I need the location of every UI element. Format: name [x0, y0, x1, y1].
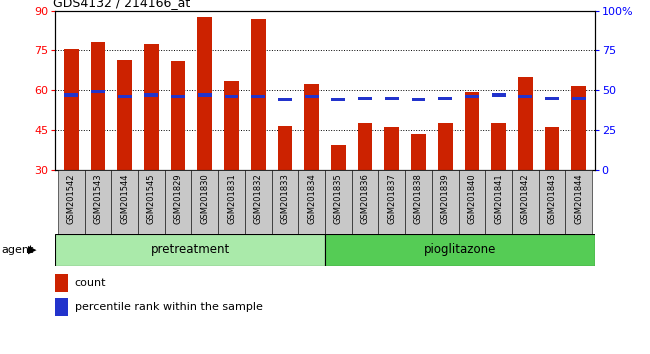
Bar [358, 97, 372, 100]
Bar [55, 234, 325, 266]
Bar [352, 170, 378, 234]
Bar [572, 97, 586, 100]
Bar [539, 170, 566, 234]
Bar [144, 93, 159, 97]
Bar [518, 77, 532, 170]
Bar [224, 81, 239, 170]
Bar [331, 145, 346, 170]
Bar [438, 124, 452, 170]
Bar [332, 98, 345, 101]
Text: GSM201542: GSM201542 [67, 173, 76, 224]
Bar [486, 170, 512, 234]
Text: GSM201830: GSM201830 [200, 173, 209, 224]
Text: GSM201839: GSM201839 [441, 173, 450, 224]
Bar [411, 98, 426, 101]
Bar [545, 97, 559, 100]
Bar [358, 124, 372, 170]
Bar [64, 49, 79, 170]
Bar [432, 170, 458, 234]
Text: GDS4132 / 214166_at: GDS4132 / 214166_at [53, 0, 190, 10]
Bar [458, 170, 486, 234]
Bar [325, 234, 595, 266]
Bar [144, 44, 159, 170]
Bar [198, 17, 212, 170]
Bar [224, 95, 239, 98]
Bar [58, 170, 84, 234]
Bar [512, 170, 539, 234]
Bar [566, 170, 592, 234]
Bar [118, 60, 132, 170]
Bar [438, 97, 452, 100]
Bar [55, 298, 68, 316]
Text: pioglitazone: pioglitazone [424, 243, 496, 256]
Bar [272, 170, 298, 234]
Bar [218, 170, 245, 234]
Bar [384, 127, 399, 170]
Bar [491, 124, 506, 170]
Text: GSM201842: GSM201842 [521, 173, 530, 224]
Bar [304, 84, 319, 170]
Bar [252, 95, 265, 98]
Bar [405, 170, 432, 234]
Text: GSM201831: GSM201831 [227, 173, 236, 224]
Bar [251, 19, 266, 170]
Bar [545, 127, 560, 170]
Text: GSM201841: GSM201841 [494, 173, 503, 224]
Text: GSM201840: GSM201840 [467, 173, 476, 224]
Bar [111, 170, 138, 234]
Text: GSM201837: GSM201837 [387, 173, 396, 224]
Text: GSM201838: GSM201838 [414, 173, 423, 224]
Text: GSM201544: GSM201544 [120, 173, 129, 224]
Text: ▶: ▶ [28, 245, 36, 255]
Bar [385, 97, 398, 100]
Bar [465, 92, 479, 170]
Bar [411, 134, 426, 170]
Bar [84, 170, 111, 234]
Text: GSM201832: GSM201832 [254, 173, 263, 224]
Bar [298, 170, 325, 234]
Bar [90, 42, 105, 170]
Text: GSM201844: GSM201844 [574, 173, 583, 224]
Text: GSM201833: GSM201833 [280, 173, 289, 224]
Text: agent: agent [1, 245, 34, 255]
Bar [55, 274, 68, 292]
Bar [138, 170, 164, 234]
Text: count: count [75, 278, 106, 288]
Bar [491, 93, 506, 97]
Text: GSM201835: GSM201835 [334, 173, 343, 224]
Bar [278, 98, 292, 101]
Text: percentile rank within the sample: percentile rank within the sample [75, 302, 263, 312]
Bar [518, 95, 532, 98]
Bar [118, 95, 132, 98]
Bar [571, 86, 586, 170]
Bar [465, 95, 479, 98]
Bar [245, 170, 272, 234]
Bar [171, 61, 185, 170]
Text: GSM201843: GSM201843 [547, 173, 556, 224]
Bar [171, 95, 185, 98]
Bar [378, 170, 405, 234]
Bar [305, 95, 318, 98]
Bar [64, 93, 78, 97]
Bar [278, 126, 292, 170]
Text: GSM201543: GSM201543 [94, 173, 103, 224]
Text: GSM201829: GSM201829 [174, 173, 183, 224]
Bar [198, 93, 212, 97]
Bar [325, 170, 352, 234]
Text: GSM201836: GSM201836 [361, 173, 370, 224]
Text: GSM201834: GSM201834 [307, 173, 316, 224]
Bar [91, 90, 105, 93]
Bar [164, 170, 192, 234]
Bar [192, 170, 218, 234]
Text: GSM201545: GSM201545 [147, 173, 156, 224]
Text: pretreatment: pretreatment [151, 243, 229, 256]
